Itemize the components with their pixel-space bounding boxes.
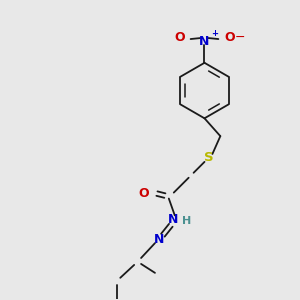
Text: H: H — [182, 216, 191, 226]
Text: O: O — [224, 31, 235, 44]
Text: +: + — [211, 28, 218, 38]
Text: O: O — [174, 31, 185, 44]
Text: O: O — [139, 187, 149, 200]
Text: N: N — [199, 34, 210, 47]
Text: N: N — [168, 213, 178, 226]
Text: N: N — [154, 233, 164, 246]
Text: S: S — [204, 152, 213, 164]
Text: −: − — [235, 31, 245, 44]
